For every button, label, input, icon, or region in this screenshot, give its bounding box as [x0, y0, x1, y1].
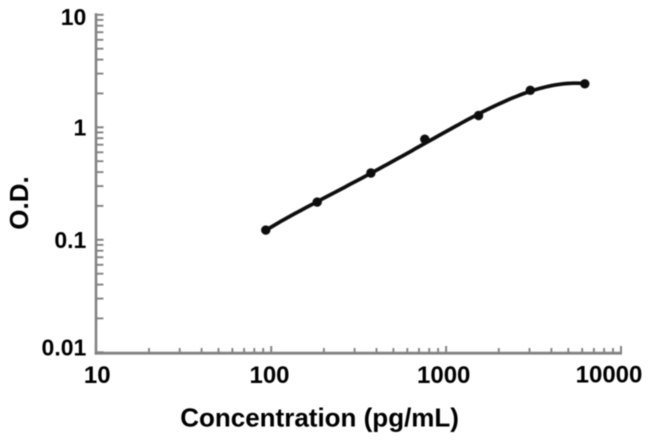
svg-text:10: 10 [84, 362, 111, 389]
svg-text:O.D.: O.D. [4, 176, 34, 229]
svg-text:100: 100 [249, 362, 289, 389]
svg-text:0.1: 0.1 [54, 227, 86, 253]
svg-text:1: 1 [74, 115, 87, 141]
svg-text:10: 10 [61, 4, 87, 30]
svg-text:0.01: 0.01 [42, 335, 87, 361]
svg-text:Concentration (pg/mL): Concentration (pg/mL) [180, 403, 459, 433]
svg-text:10000: 10000 [576, 361, 643, 388]
svg-text:1000: 1000 [417, 362, 470, 389]
